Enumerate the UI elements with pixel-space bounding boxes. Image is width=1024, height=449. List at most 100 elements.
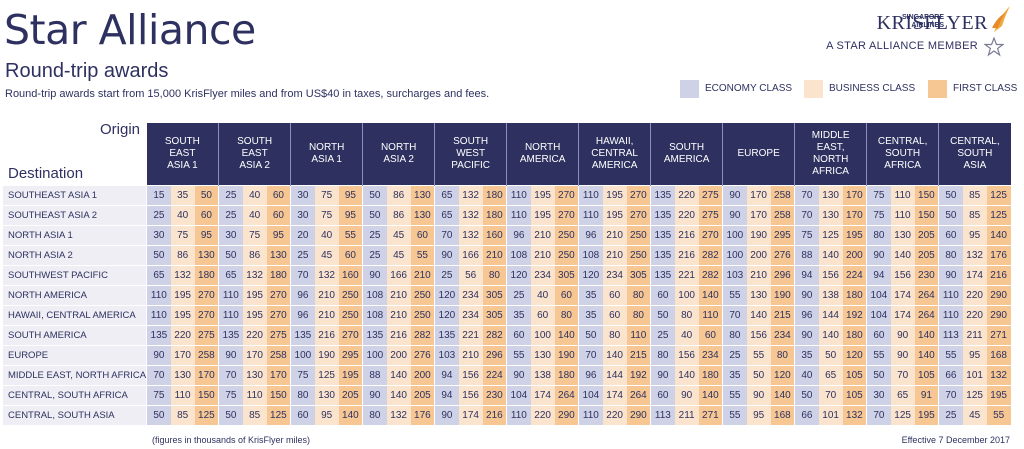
table-row: SOUTHEAST ASIA 2 25 40 60 25 40 60 30 75 95 50 86 13… (3, 205, 1011, 226)
miles-cell: 144 (818, 305, 843, 326)
miles-cell: 221 (458, 325, 483, 346)
miles-cell: 60 (530, 305, 555, 326)
miles-cell: 25 (146, 205, 171, 226)
miles-cell: 130 (530, 345, 555, 366)
miles-cell: 250 (338, 285, 363, 306)
miles-cell: 296 (482, 345, 507, 366)
miles-cell: 275 (698, 205, 723, 226)
miles-cell: 180 (842, 325, 867, 346)
destination-cell: NORTH ASIA 2 (3, 245, 147, 266)
origin-header: NORTH AMERICA (506, 123, 580, 186)
miles-cell: 130 (746, 285, 771, 306)
miles-cell: 270 (266, 285, 291, 306)
miles-cell: 290 (626, 405, 651, 425)
miles-cell: 130 (314, 385, 339, 406)
miles-cell: 104 (578, 385, 603, 406)
miles-cell: 90 (146, 345, 171, 366)
miles-cell: 70 (818, 385, 843, 406)
miles-cell: 60 (938, 225, 963, 246)
miles-cell: 234 (530, 265, 555, 286)
miles-cell: 60 (602, 305, 627, 326)
miles-cell: 264 (626, 385, 651, 406)
miles-cell: 125 (890, 405, 915, 425)
miles-cell: 220 (530, 405, 555, 425)
miles-cell: 234 (698, 345, 723, 366)
miles-cell: 250 (554, 225, 579, 246)
miles-cell: 40 (242, 185, 267, 206)
miles-cell: 170 (170, 345, 195, 366)
miles-cell: 25 (506, 285, 531, 306)
page-title: Star Alliance (4, 6, 256, 54)
miles-cell: 130 (410, 185, 435, 206)
miles-cell: 180 (554, 365, 579, 386)
miles-cell: 70 (218, 365, 243, 386)
miles-cell: 140 (386, 365, 411, 386)
award-chart-table: SOUTH EAST ASIA 1 SOUTH EAST ASIA 2 NORTH ASIA … (3, 123, 1011, 425)
miles-cell: 90 (866, 245, 891, 266)
miles-cell: 110 (218, 285, 243, 306)
miles-cell: 140 (698, 285, 723, 306)
miles-cell: 210 (314, 285, 339, 306)
miles-cell: 170 (746, 185, 771, 206)
miles-cell: 160 (482, 225, 507, 246)
miles-cell: 140 (770, 385, 795, 406)
miles-cell: 205 (410, 385, 435, 406)
miles-cell: 174 (530, 385, 555, 406)
miles-cell: 110 (506, 205, 531, 226)
miles-cell: 220 (962, 305, 987, 326)
miles-cell: 50 (362, 185, 387, 206)
miles-cell: 60 (602, 285, 627, 306)
miles-cell: 200 (410, 365, 435, 386)
miles-cell: 210 (602, 225, 627, 246)
miles-cell: 95 (746, 405, 771, 425)
miles-cell: 30 (866, 385, 891, 406)
table-row: SOUTHEAST ASIA 1 15 35 50 25 40 60 30 75 95 50 86 13… (3, 185, 1011, 206)
miles-cell: 103 (434, 345, 459, 366)
miles-cell: 15 (146, 185, 171, 206)
miles-cell: 170 (842, 185, 867, 206)
star-alliance-icon (984, 37, 1004, 57)
miles-cell: 210 (314, 305, 339, 326)
miles-cell: 104 (866, 285, 891, 306)
miles-cell: 170 (746, 205, 771, 226)
miles-cell: 215 (770, 305, 795, 326)
miles-cell: 60 (410, 225, 435, 246)
miles-cell: 110 (218, 305, 243, 326)
miles-cell: 140 (818, 245, 843, 266)
miles-cell: 25 (290, 245, 315, 266)
miles-cell: 80 (554, 305, 579, 326)
miles-cell: 60 (338, 245, 363, 266)
miles-cell: 80 (770, 345, 795, 366)
miles-cell: 101 (818, 405, 843, 425)
miles-cell: 195 (338, 365, 363, 386)
miles-cell: 200 (386, 345, 411, 366)
miles-cell: 55 (938, 345, 963, 366)
miles-cell: 190 (770, 285, 795, 306)
miles-cell: 55 (338, 225, 363, 246)
miles-cell: 140 (914, 325, 939, 346)
miles-cell: 132 (842, 405, 867, 425)
miles-cell: 70 (434, 225, 459, 246)
miles-cell: 65 (890, 385, 915, 406)
miles-cell: 135 (650, 205, 675, 226)
miles-cell: 60 (554, 285, 579, 306)
miles-cell: 60 (698, 325, 723, 346)
miles-cell: 216 (314, 325, 339, 346)
miles-cell: 90 (434, 245, 459, 266)
miles-cell: 35 (578, 305, 603, 326)
miles-cell: 50 (146, 245, 171, 266)
miles-cell: 220 (602, 405, 627, 425)
table-row: NORTH ASIA 1 30 75 95 30 75 95 20 40 55 25 45 60 70 13… (3, 225, 1011, 246)
miles-cell: 110 (938, 285, 963, 306)
miles-cell: 195 (530, 205, 555, 226)
origin-header: CENTRAL, SOUTH AFRICA (866, 123, 940, 186)
miles-cell: 80 (602, 325, 627, 346)
miles-cell: 60 (266, 185, 291, 206)
miles-cell: 174 (458, 405, 483, 425)
miles-cell: 224 (842, 265, 867, 286)
miles-cell: 66 (794, 405, 819, 425)
miles-cell: 96 (794, 305, 819, 326)
miles-cell: 195 (602, 205, 627, 226)
miles-cell: 140 (338, 405, 363, 425)
miles-cell: 30 (146, 225, 171, 246)
